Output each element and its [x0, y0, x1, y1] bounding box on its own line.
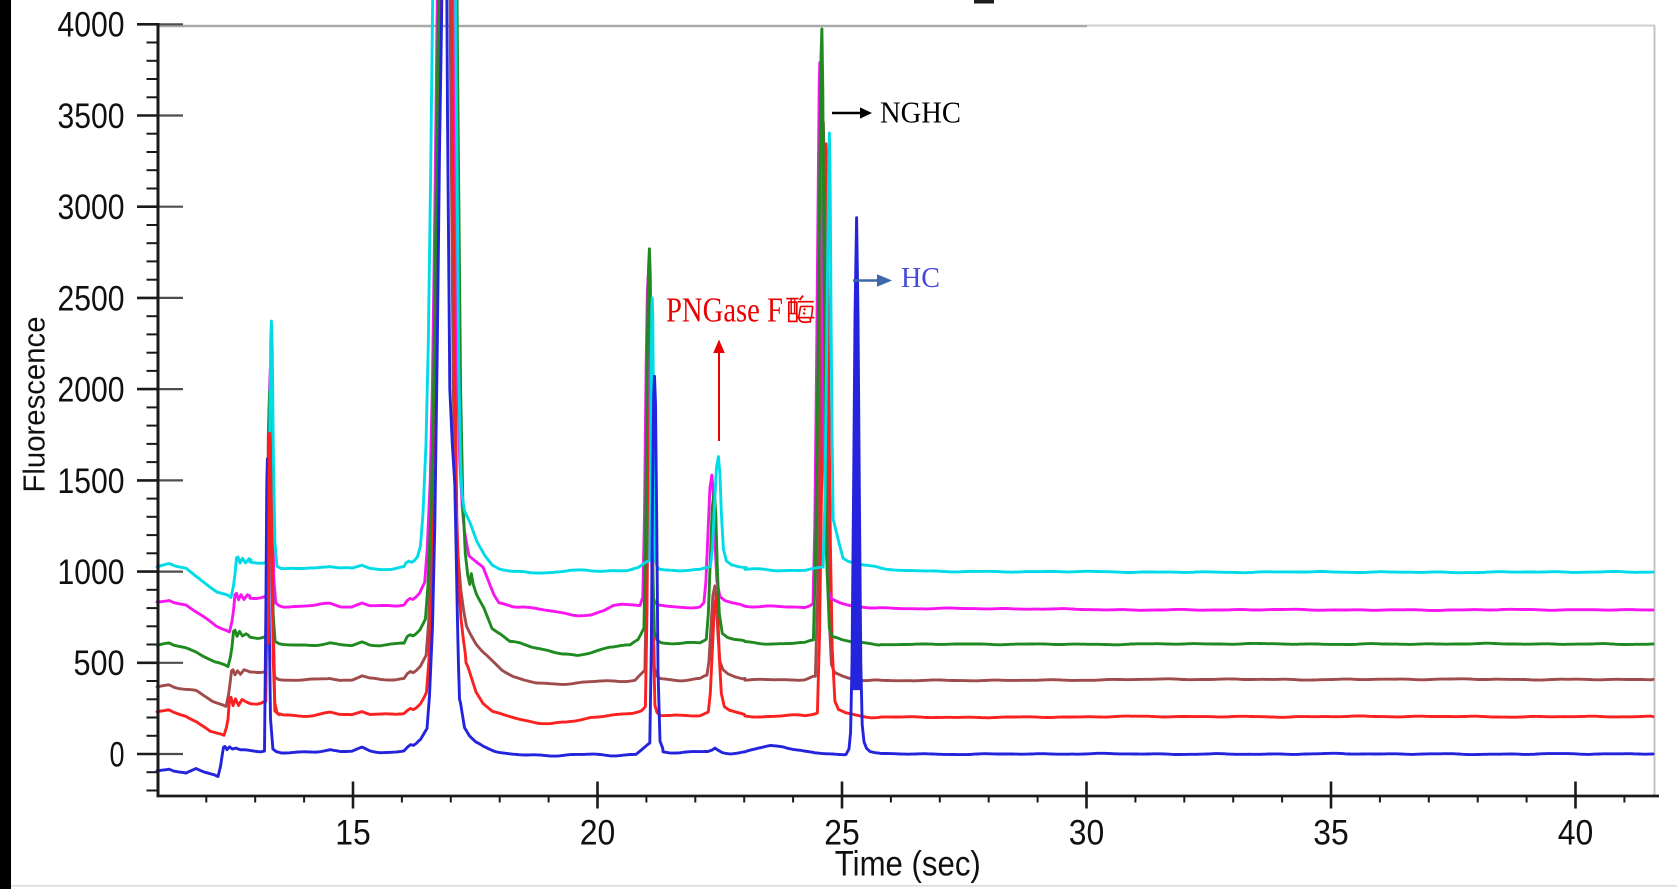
svg-text:15: 15 [335, 814, 371, 853]
svg-text:PNGase F: PNGase F [666, 292, 783, 330]
svg-text:2500: 2500 [58, 279, 125, 318]
svg-text:Fluorescence: Fluorescence [17, 317, 52, 493]
svg-text:500: 500 [74, 644, 125, 683]
svg-text:3000: 3000 [58, 188, 125, 227]
svg-text:25: 25 [824, 814, 860, 853]
svg-text:3500: 3500 [58, 97, 125, 136]
svg-text:0: 0 [110, 735, 125, 774]
svg-text:1500: 1500 [58, 462, 125, 501]
svg-text:HC: HC [901, 262, 940, 294]
svg-text:1000: 1000 [58, 553, 125, 592]
svg-text:Time (sec): Time (sec) [835, 845, 981, 884]
svg-text:4000: 4000 [58, 6, 125, 45]
svg-text:35: 35 [1313, 814, 1349, 853]
svg-text:NGHC: NGHC [880, 95, 961, 130]
svg-text:20: 20 [580, 814, 616, 853]
svg-text:40: 40 [1558, 814, 1594, 853]
svg-text:2000: 2000 [58, 371, 125, 410]
svg-text:30: 30 [1069, 814, 1105, 853]
